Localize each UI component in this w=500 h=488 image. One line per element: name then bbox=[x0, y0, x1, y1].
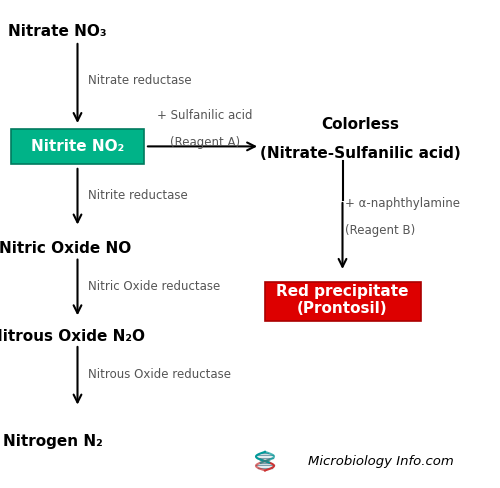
Text: (Nitrate-Sulfanilic acid): (Nitrate-Sulfanilic acid) bbox=[260, 146, 460, 162]
Text: Nitrite NO₂: Nitrite NO₂ bbox=[31, 139, 124, 154]
Text: Nitric Oxide reductase: Nitric Oxide reductase bbox=[88, 280, 220, 293]
FancyBboxPatch shape bbox=[11, 129, 143, 164]
Text: + α-naphthylamine: + α-naphthylamine bbox=[345, 197, 460, 210]
Text: (Reagent A): (Reagent A) bbox=[170, 136, 240, 149]
Text: Red precipitate: Red precipitate bbox=[276, 284, 409, 299]
Text: Colorless: Colorless bbox=[321, 117, 399, 132]
Text: Nitrate reductase: Nitrate reductase bbox=[88, 74, 191, 87]
Text: Nitrogen N₂: Nitrogen N₂ bbox=[2, 434, 102, 449]
FancyBboxPatch shape bbox=[265, 282, 421, 321]
Text: (Prontosil): (Prontosil) bbox=[297, 302, 388, 316]
Text: Nitrous Oxide reductase: Nitrous Oxide reductase bbox=[88, 368, 231, 381]
Text: (Reagent B): (Reagent B) bbox=[345, 224, 415, 237]
Text: Microbiology Info.com: Microbiology Info.com bbox=[308, 455, 453, 468]
Text: Nitrous Oxide N₂O: Nitrous Oxide N₂O bbox=[0, 329, 145, 344]
Text: Nitrate NO₃: Nitrate NO₃ bbox=[8, 24, 107, 39]
Text: + Sulfanilic acid: + Sulfanilic acid bbox=[157, 109, 253, 122]
Text: Nitrite reductase: Nitrite reductase bbox=[88, 189, 187, 202]
Text: Nitric Oxide NO: Nitric Oxide NO bbox=[0, 242, 131, 256]
